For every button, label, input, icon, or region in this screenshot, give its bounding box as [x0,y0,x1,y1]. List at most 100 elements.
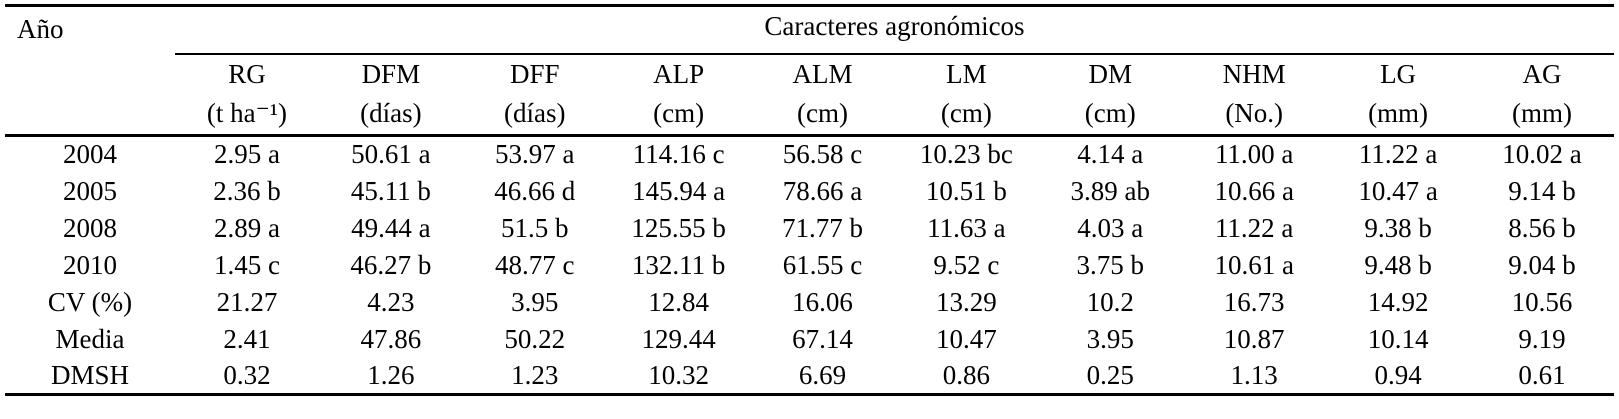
cell: 9.52 c [933,249,1000,280]
cell: 3.89 ab [1070,175,1151,206]
row-label: 2010 [63,249,117,280]
cell: 3.95 [511,286,559,317]
cell: 10.23 bc [919,139,1013,170]
column-units-row: (t ha⁻¹) (días) (días) (cm) (cm) (cm) (cm) (No.… [5,94,1614,136]
cell: 47.86 [360,323,422,354]
row-label: 2005 [63,175,117,206]
column-unit-lg: (mm) [1368,98,1429,129]
row-label: 2004 [63,139,117,170]
column-code-dff: DFF [509,58,560,89]
agronomic-characters-table: Año Caracteres agronómicos RG DFM DFF ALP AL… [5,4,1614,396]
cell: 16.06 [792,286,853,317]
column-unit-dff: (días) [503,98,566,129]
cell: 9.38 b [1364,212,1432,243]
cell: 49.44 a [351,212,431,243]
column-code-alm: ALM [792,58,853,89]
table-row: CV (%) 21.27 4.23 3.95 12.84 16.06 13.29 10.2 16… [5,284,1614,321]
column-unit-ag: (mm) [1512,98,1572,129]
cell: 129.44 [641,323,716,354]
cell: 4.03 a [1077,212,1144,243]
cell: 10.32 [648,359,709,390]
cell: 45.11 b [350,175,431,206]
cell: 56.58 c [782,139,863,170]
cell: 125.55 b [631,212,726,243]
column-code-lg: LG [1380,58,1417,89]
column-unit-alm: (cm) [797,98,848,129]
cell: 11.63 a [927,212,1006,243]
cell: 48.77 c [494,249,575,280]
table-row: 2004 2.95 a 50.61 a 53.97 a 114.16 c 56.58 c 1… [5,136,1614,173]
cell: 1.13 [1230,359,1278,390]
cell: 51.5 b [500,212,569,243]
cell: 6.69 [798,359,847,390]
cell: 10.14 [1367,323,1429,354]
column-unit-nhm: (No.) [1225,98,1284,129]
cell: 1.23 [511,359,559,390]
row-label: Media [55,323,125,354]
cell: 11.00 a [1214,139,1294,170]
table-row: 2005 2.36 b 45.11 b 46.66 d 145.94 a 78.66 a 1… [5,173,1614,210]
cell: 67.14 [792,323,853,354]
table-row: 2008 2.89 a 49.44 a 51.5 b 125.55 b 71.77 b 11… [5,210,1614,247]
table-row: 2010 1.45 c 46.27 b 48.77 c 132.11 b 61.55 c 9… [5,247,1614,284]
column-code-alp: ALP [653,58,705,89]
column-unit-alp: (cm) [653,98,705,129]
cell: 4.14 a [1077,139,1144,170]
cell: 2.89 a [213,212,280,243]
cell: 10.47 a [1358,175,1438,206]
cell: 50.22 [504,323,566,354]
cell: 10.61 a [1214,249,1294,280]
column-code-dm: DM [1088,58,1133,89]
table-body: 2004 2.95 a 50.61 a 53.97 a 114.16 c 56.58 c 1… [5,136,1614,395]
cell: 11.22 a [1214,212,1294,243]
row-label: DMSH [50,359,130,390]
cell: 10.66 a [1214,175,1294,206]
column-unit-lm: (cm) [940,98,992,129]
cell: 9.48 b [1364,249,1432,280]
cell: 12.84 [648,286,709,317]
cell: 0.25 [1086,359,1134,390]
cell: 1.26 [367,359,415,390]
cell: 114.16 c [632,139,725,170]
group-header-row: Año Caracteres agronómicos [5,5,1614,55]
cell: 10.02 a [1502,139,1582,170]
column-unit-dfm: (días) [360,98,422,129]
column-code-ag: AG [1522,58,1562,89]
column-codes-row: RG DFM DFF ALP ALM LM DM NHM LG AG [5,54,1614,94]
table-row: Media 2.41 47.86 50.22 129.44 67.14 10.47 3.95 1… [5,321,1614,358]
cell: 14.92 [1367,286,1429,317]
cell: 3.75 b [1076,249,1145,280]
cell: 9.14 b [1508,175,1576,206]
cell: 10.51 b [925,175,1007,206]
cell: 13.29 [936,286,997,317]
cell: 46.27 b [350,249,432,280]
cell: 0.32 [223,359,271,390]
cell: 0.86 [942,359,991,390]
cell: 71.77 b [782,212,863,243]
column-code-rg: RG [228,58,266,89]
row-label: 2008 [63,212,117,243]
cell: 9.04 b [1508,249,1576,280]
cell: 50.61 a [351,139,431,170]
cell: 9.19 [1518,323,1566,354]
cell: 53.97 a [494,139,575,170]
row-label: CV (%) [47,286,133,317]
cell: 46.66 d [494,175,576,206]
column-code-dfm: DFM [361,58,421,89]
table-row: DMSH 0.32 1.26 1.23 10.32 6.69 0.86 0.25 1.13 0.9… [5,358,1614,395]
cell: 10.56 [1511,286,1573,317]
cell: 3.95 [1086,323,1134,354]
cell: 78.66 a [782,175,863,206]
cell: 4.23 [367,286,415,317]
cell: 11.22 a [1358,139,1438,170]
cell: 16.73 [1223,286,1285,317]
cell: 2.95 a [213,139,280,170]
cell: 21.27 [216,286,278,317]
cell: 145.94 a [632,175,726,206]
column-code-lm: LM [946,58,987,89]
cell: 10.87 [1223,323,1285,354]
cell: 2.41 [223,323,271,354]
cell: 10.2 [1086,286,1134,317]
year-column-header: Año [17,14,64,44]
cell: 0.94 [1374,359,1422,390]
